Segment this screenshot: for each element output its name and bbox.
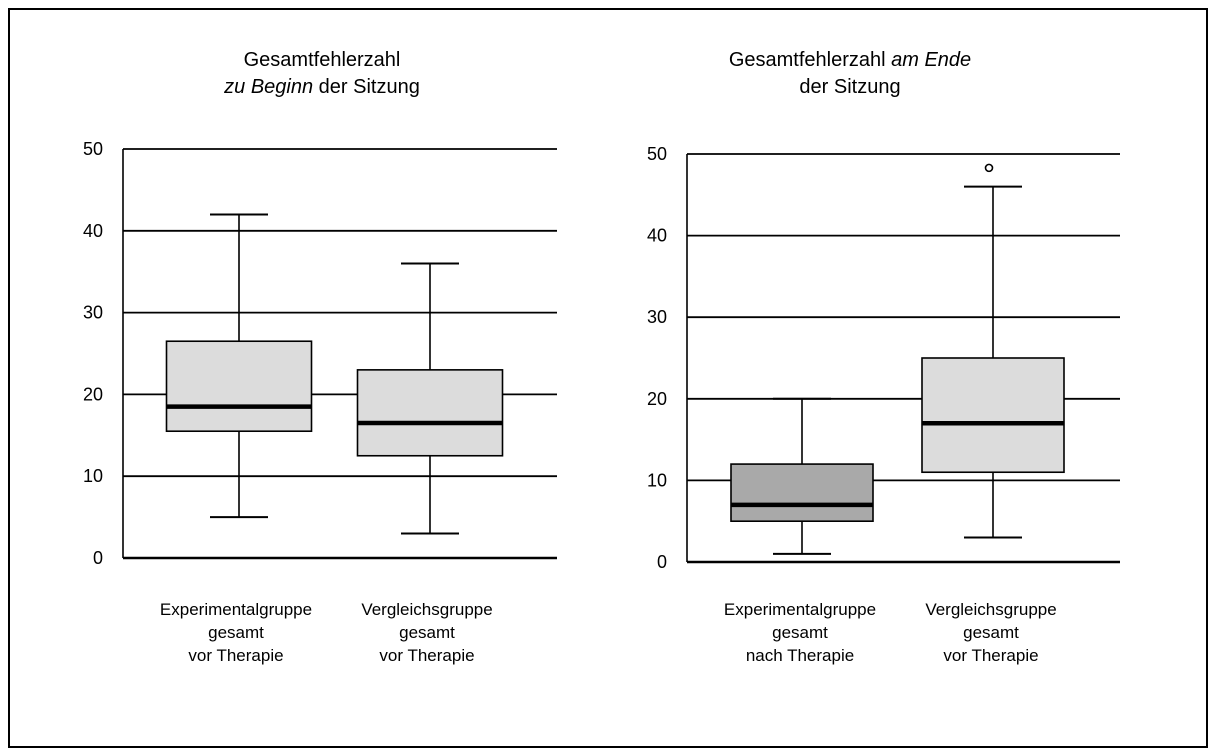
chart-2-y-tick-label-0: 0 bbox=[657, 552, 667, 572]
category-label-line: gesamt bbox=[399, 623, 455, 642]
chart-2-y-tick-label-40: 40 bbox=[647, 226, 667, 246]
chart-1-box-2-iqr-box bbox=[356, 369, 504, 457]
chart-2-title: Gesamtfehlerzahl am Ende der Sitzung bbox=[640, 47, 1060, 101]
category-label-line: gesamt bbox=[963, 623, 1019, 642]
chart-1-y-tick-label-20: 20 bbox=[83, 384, 103, 404]
chart-2-title-line-2: der Sitzung bbox=[799, 76, 901, 98]
category-label-line: vor Therapie bbox=[943, 646, 1039, 665]
category-label-line: Vergleichsgruppe bbox=[361, 600, 493, 619]
category-label-line: nach Therapie bbox=[745, 646, 855, 665]
chart-2-category-1-label: Experimentalgruppe gesamt nach Therapie bbox=[700, 598, 900, 667]
category-label-line: Vergleichsgruppe bbox=[925, 600, 1057, 619]
chart-1-box-1-iqr-box bbox=[165, 340, 313, 433]
chart-2-y-tick-label-10: 10 bbox=[647, 470, 667, 490]
chart-1-title: Gesamtfehlerzahl zu Beginn der Sitzung bbox=[112, 47, 532, 101]
category-label-line: vor Therapie bbox=[379, 646, 475, 665]
chart-1-y-tick-label-30: 30 bbox=[83, 303, 103, 323]
chart-1-title-line-1: Gesamtfehlerzahl bbox=[243, 49, 401, 71]
chart-1-title-line-2: der Sitzung bbox=[313, 76, 420, 98]
chart-1-category-1-label: Experimentalgruppe gesamt vor Therapie bbox=[136, 598, 336, 667]
category-label-line: gesamt bbox=[772, 623, 828, 642]
category-label-line: Experimentalgruppe bbox=[723, 600, 877, 619]
chart-1-y-tick-label-10: 10 bbox=[83, 466, 103, 486]
category-label-line: Experimentalgruppe bbox=[159, 600, 313, 619]
chart-1-category-2-label: Vergleichsgruppe gesamt vor Therapie bbox=[327, 598, 527, 667]
chart-2-y-tick-label-20: 20 bbox=[647, 389, 667, 409]
chart-2-title-emphasis: am Ende bbox=[891, 49, 972, 71]
chart-2-y-tick-label-30: 30 bbox=[647, 307, 667, 327]
chart-1-title-emphasis: zu Beginn bbox=[224, 76, 314, 98]
chart-1-y-tick-label-0: 0 bbox=[93, 548, 103, 568]
chart-2-y-tick-label-50: 50 bbox=[647, 144, 667, 164]
category-label-line: gesamt bbox=[208, 623, 264, 642]
chart-2-box-1-iqr-box bbox=[730, 463, 874, 522]
chart-1-y-tick-label-50: 50 bbox=[83, 139, 103, 159]
chart-2-box-2-iqr-box bbox=[921, 357, 1065, 474]
chart-1-y-tick-label-40: 40 bbox=[83, 221, 103, 241]
boxplot-canvas: 0 10 20 30 40 50 0 10 20 30 40 50 bbox=[83, 139, 1120, 572]
category-label-line: vor Therapie bbox=[188, 646, 284, 665]
chart-2-category-2-label: Vergleichsgruppe gesamt vor Therapie bbox=[891, 598, 1091, 667]
chart-2-title-line-1: Gesamtfehlerzahl bbox=[728, 49, 892, 71]
chart-2-box-2-outlier-1 bbox=[984, 163, 994, 173]
